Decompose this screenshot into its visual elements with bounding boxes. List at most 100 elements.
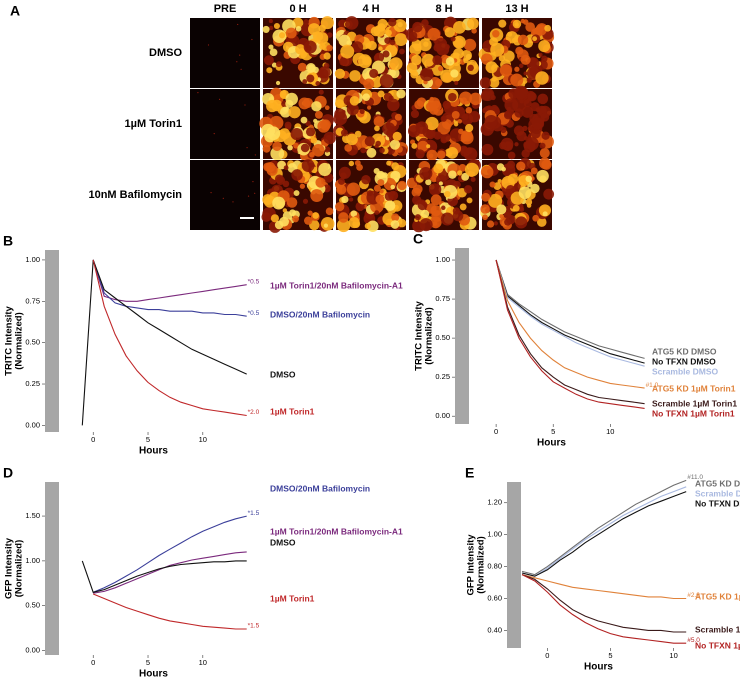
cell	[373, 116, 385, 127]
cell	[481, 143, 494, 156]
cell	[295, 44, 306, 55]
x-tick-label: 0	[545, 651, 549, 660]
cell	[340, 172, 347, 180]
cell	[384, 200, 396, 212]
baseline-shade	[507, 482, 521, 648]
cell	[540, 112, 550, 122]
cell	[465, 147, 473, 155]
cell	[326, 32, 333, 38]
cell	[457, 119, 463, 124]
cell	[510, 73, 524, 87]
legend-label: Scramble 1µM Torin1	[652, 398, 737, 408]
cell	[348, 217, 360, 229]
cell	[518, 186, 532, 200]
cell	[393, 19, 407, 33]
cell	[494, 109, 500, 115]
cell	[300, 116, 308, 124]
cell	[374, 210, 380, 215]
cell	[323, 62, 330, 69]
cell	[452, 207, 461, 215]
cell	[535, 24, 547, 36]
end-note: #11.0	[687, 474, 703, 481]
cell	[341, 195, 349, 204]
legend-label: ATG5 KD DMSO	[652, 346, 717, 356]
cell	[452, 35, 466, 49]
cell	[444, 27, 455, 38]
micrograph	[262, 16, 334, 88]
row-label: 1µM Torin1	[125, 118, 182, 130]
end-note: *0.5	[248, 310, 260, 317]
cell	[384, 37, 392, 45]
panel-letter: E	[465, 465, 474, 481]
legend-label: No TFXN DMSO	[652, 356, 716, 366]
cell	[431, 210, 443, 222]
cell	[263, 55, 274, 66]
cell	[444, 190, 451, 198]
cell	[323, 131, 336, 145]
cell	[318, 24, 326, 33]
cell	[334, 68, 346, 79]
y-tick-label: 0.00	[25, 420, 40, 429]
micrograph	[334, 16, 409, 90]
legend-label: 1µM Torin1	[270, 406, 315, 416]
cell	[252, 180, 254, 183]
cell	[222, 197, 224, 199]
cell	[356, 164, 363, 171]
cell	[318, 162, 332, 177]
end-note: *2.0	[248, 409, 260, 416]
cell	[302, 97, 313, 108]
cell	[360, 147, 367, 154]
cell	[349, 96, 360, 106]
cell	[520, 18, 525, 24]
cell	[453, 121, 459, 127]
cell	[421, 19, 429, 27]
cell	[442, 100, 451, 110]
cell	[532, 214, 540, 222]
y-tick-label: 0.75	[25, 296, 40, 305]
cell	[377, 179, 385, 187]
cell	[525, 175, 533, 183]
cell	[387, 98, 400, 112]
cell	[363, 78, 375, 90]
cell	[507, 31, 513, 37]
cell	[486, 220, 495, 228]
cell	[539, 147, 550, 159]
cell	[312, 31, 324, 42]
cell	[270, 214, 279, 223]
y-tick-label: 1.00	[435, 255, 450, 264]
y-tick-label: 0.00	[25, 646, 40, 655]
cell	[503, 211, 511, 219]
cell	[541, 159, 552, 170]
cell	[324, 105, 330, 111]
end-note: *1.5	[248, 510, 260, 517]
cell	[311, 101, 322, 112]
cell	[213, 133, 215, 135]
series-line	[495, 259, 645, 364]
x-tick-label: 0	[494, 427, 498, 436]
cell	[426, 144, 431, 149]
y-axis-label: GFP Intensity	[466, 534, 477, 596]
cell	[433, 163, 444, 174]
cell	[374, 52, 385, 63]
cell	[446, 146, 459, 159]
cell	[369, 68, 379, 78]
cell	[433, 131, 442, 140]
cell	[340, 129, 348, 137]
cell	[278, 32, 286, 39]
cell	[463, 185, 473, 194]
y-tick-label: 0.00	[435, 411, 450, 420]
cell	[373, 184, 381, 192]
cell	[514, 142, 519, 147]
cell	[346, 182, 361, 196]
y-tick-label: 0.25	[435, 372, 450, 381]
cell	[349, 70, 361, 82]
cell	[415, 149, 425, 159]
x-tick-label: 10	[199, 658, 207, 667]
cell	[454, 80, 459, 85]
cell	[246, 147, 248, 149]
cell	[425, 116, 439, 131]
y-axis-label: TRITC Intensity	[4, 305, 15, 375]
cell	[340, 44, 355, 59]
cell	[254, 154, 256, 156]
cell	[237, 23, 239, 26]
